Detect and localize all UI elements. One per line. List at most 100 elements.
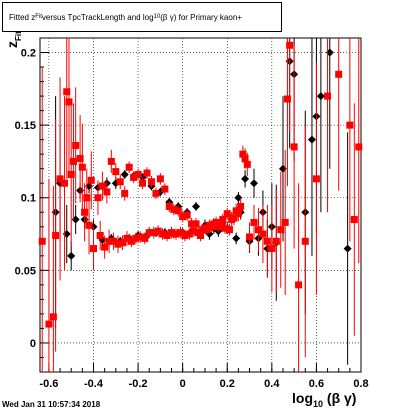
y-axis-label-sub: Fit xyxy=(13,31,23,41)
data-point-square xyxy=(38,237,46,245)
data-point-square xyxy=(183,211,191,219)
data-point-square xyxy=(301,237,309,245)
data-point-diamond xyxy=(316,92,325,101)
data-point-square xyxy=(107,157,115,165)
x-axis-label-sub: 10 xyxy=(313,398,324,409)
data-point-square xyxy=(170,205,178,213)
x-axis-label: log10 (β γ) xyxy=(292,390,356,409)
data-point-square xyxy=(185,230,193,238)
data-point-diamond xyxy=(234,193,243,202)
data-point-square xyxy=(139,179,147,187)
data-point-square xyxy=(192,220,200,228)
data-point-square xyxy=(156,175,164,183)
x-tick-label: -0.4 xyxy=(84,378,104,390)
data-point-square xyxy=(78,163,86,171)
data-point-square xyxy=(234,210,242,218)
data-series xyxy=(38,38,363,372)
x-axis-label-tail: (β γ) xyxy=(326,390,357,406)
data-point-square xyxy=(72,141,80,149)
data-point-square xyxy=(179,213,187,221)
data-point-square xyxy=(254,226,262,234)
data-point-square xyxy=(63,88,71,96)
data-point-square xyxy=(147,178,155,186)
data-point-square xyxy=(52,231,60,239)
data-point-square xyxy=(259,230,267,238)
data-point-square xyxy=(225,226,233,234)
chart-title-sub1: Fit xyxy=(35,14,42,20)
data-point-square xyxy=(67,171,75,179)
data-point-square xyxy=(85,221,93,229)
data-point-diamond xyxy=(232,234,241,243)
timestamp-footer: Wed Jan 31 10:57:34 2018 xyxy=(2,400,101,409)
data-point-square xyxy=(114,240,122,248)
x-axis-label-main: log xyxy=(292,390,313,406)
data-point-diamond xyxy=(278,164,287,173)
data-point-square xyxy=(168,229,176,237)
x-tick-label: 0.4 xyxy=(264,378,280,390)
data-point-square xyxy=(277,226,285,234)
series-1 xyxy=(38,38,363,372)
data-point-square xyxy=(61,179,69,187)
plot-frame xyxy=(39,37,362,373)
data-point-square xyxy=(69,157,77,165)
y-tick-label: 0.05 xyxy=(15,265,36,277)
data-point-square xyxy=(312,175,320,183)
data-point-square xyxy=(181,231,189,239)
data-point-square xyxy=(230,214,238,222)
data-point-square xyxy=(125,163,133,171)
chart-title-prefix: Fitted z xyxy=(9,12,36,22)
y-axis-ticks: 0 0.05 0.1 0.15 0.2 xyxy=(15,48,49,358)
data-point-square xyxy=(152,189,160,197)
y-tick-label: 0.15 xyxy=(15,120,36,132)
data-point-square xyxy=(136,233,144,241)
data-point-square xyxy=(281,218,289,226)
x-axis-ticks: -0.6 -0.4 -0.2 0 0.2 0.4 0.6 0.8 xyxy=(39,363,369,390)
series-0 xyxy=(51,38,352,365)
data-point-diamond xyxy=(343,244,352,253)
data-point-square xyxy=(272,237,280,245)
x-tick-label: 0.6 xyxy=(309,378,324,390)
data-point-square xyxy=(123,234,131,242)
data-point-square xyxy=(105,237,113,245)
data-point-square xyxy=(49,313,57,321)
y-tick-label: 0 xyxy=(30,338,36,350)
data-point-square xyxy=(127,237,135,245)
x-tick-label: -0.2 xyxy=(129,378,148,390)
x-tick-label: 0.8 xyxy=(353,378,368,390)
chart-title-sub2: 10 xyxy=(153,14,161,20)
data-point-square xyxy=(219,216,227,224)
data-point-square xyxy=(221,224,229,232)
data-point-square xyxy=(295,281,303,289)
data-point-square xyxy=(355,143,363,151)
data-point-square xyxy=(335,70,343,78)
data-point-square xyxy=(163,231,171,239)
grid-lines xyxy=(40,38,362,372)
data-point-square xyxy=(83,194,91,202)
data-point-square xyxy=(90,245,97,253)
data-point-square xyxy=(165,202,173,210)
x-tick-label: 0 xyxy=(180,378,186,390)
y-tick-label: 0.2 xyxy=(21,48,36,60)
y-axis-label: zFit xyxy=(4,31,23,48)
data-point-square xyxy=(141,234,149,242)
data-point-diamond xyxy=(120,170,129,179)
data-point-square xyxy=(250,218,258,226)
data-point-square xyxy=(346,121,354,129)
data-point-square xyxy=(223,210,231,218)
data-point-square xyxy=(197,231,204,239)
data-point-square xyxy=(154,227,162,235)
data-point-square xyxy=(143,169,151,177)
data-point-diamond xyxy=(241,174,250,183)
data-point-square xyxy=(246,233,254,241)
data-point-diamond xyxy=(250,179,258,188)
data-point-square xyxy=(76,155,84,163)
x-tick-label: -0.6 xyxy=(39,378,58,390)
data-point-square xyxy=(290,143,298,151)
data-point-square xyxy=(134,171,142,179)
chart-title-suffix: (β γ) for Primary kaon+ xyxy=(160,12,242,22)
data-point-square xyxy=(239,150,247,158)
data-point-diamond xyxy=(325,48,334,57)
data-point-square xyxy=(45,320,53,328)
data-point-square xyxy=(112,168,120,176)
